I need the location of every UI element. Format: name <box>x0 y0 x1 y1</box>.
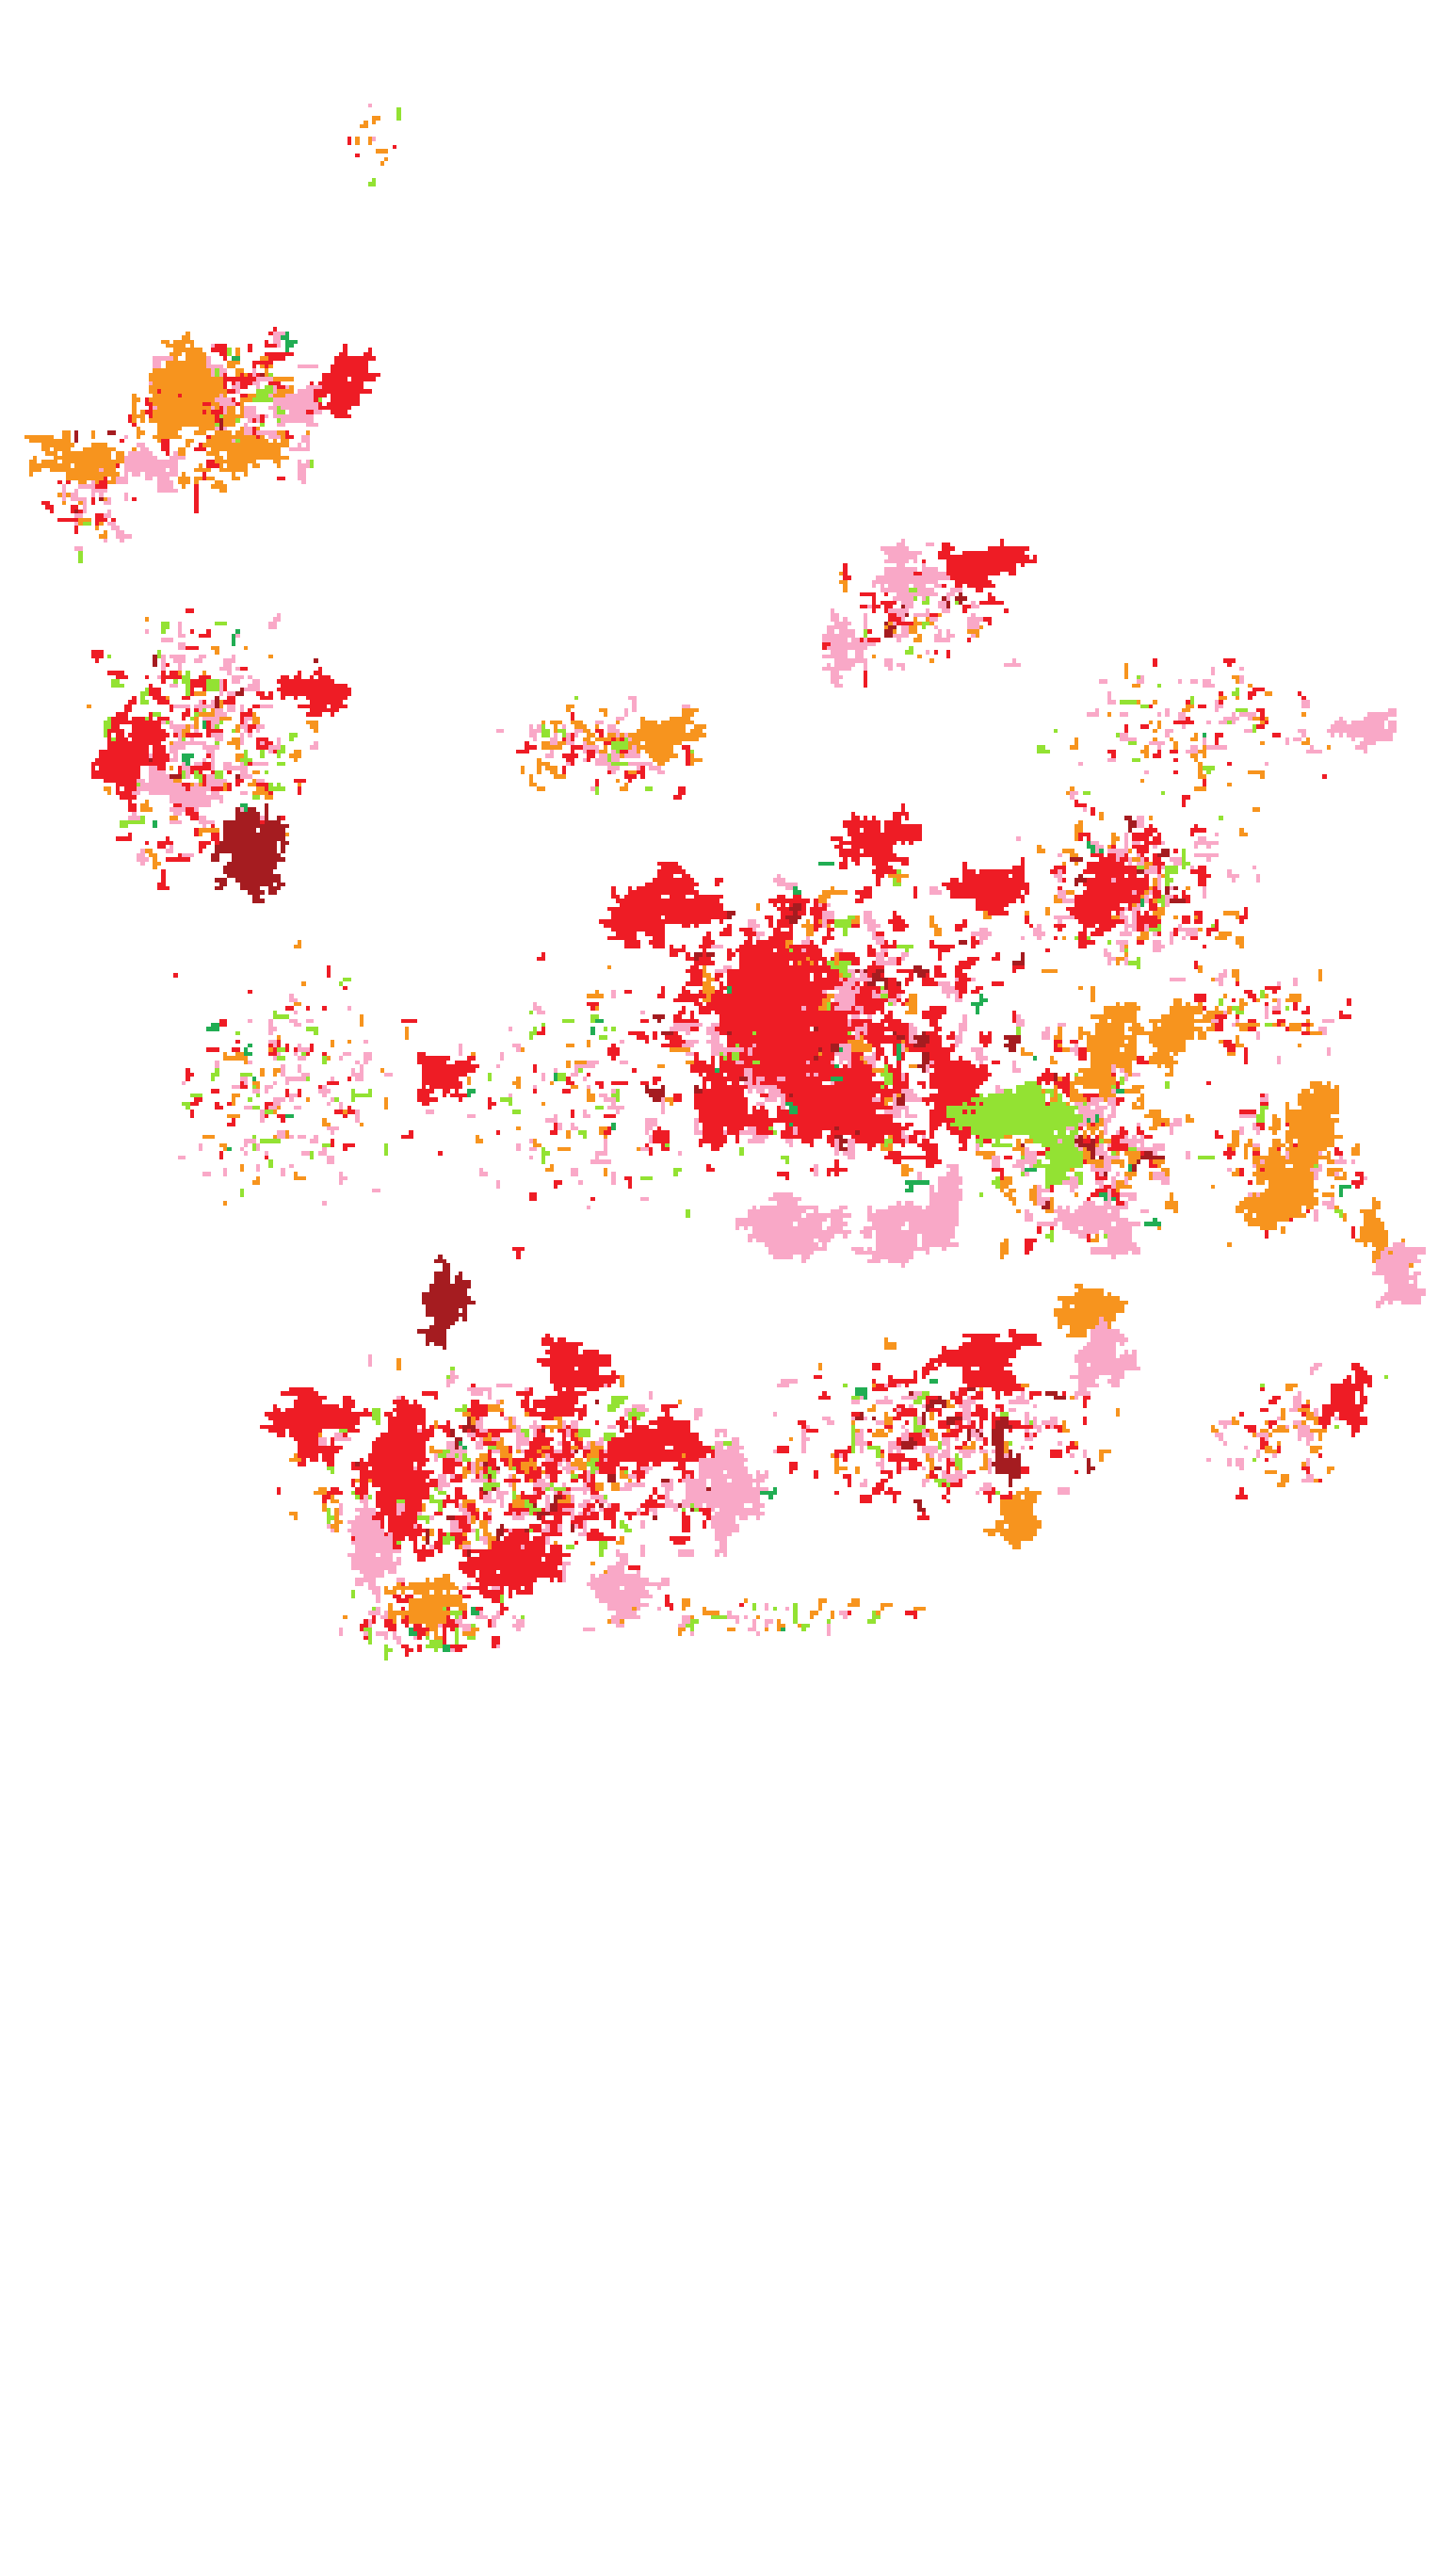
map-stage <box>0 0 1438 2576</box>
categorical-raster-map-canvas <box>0 0 1438 2576</box>
